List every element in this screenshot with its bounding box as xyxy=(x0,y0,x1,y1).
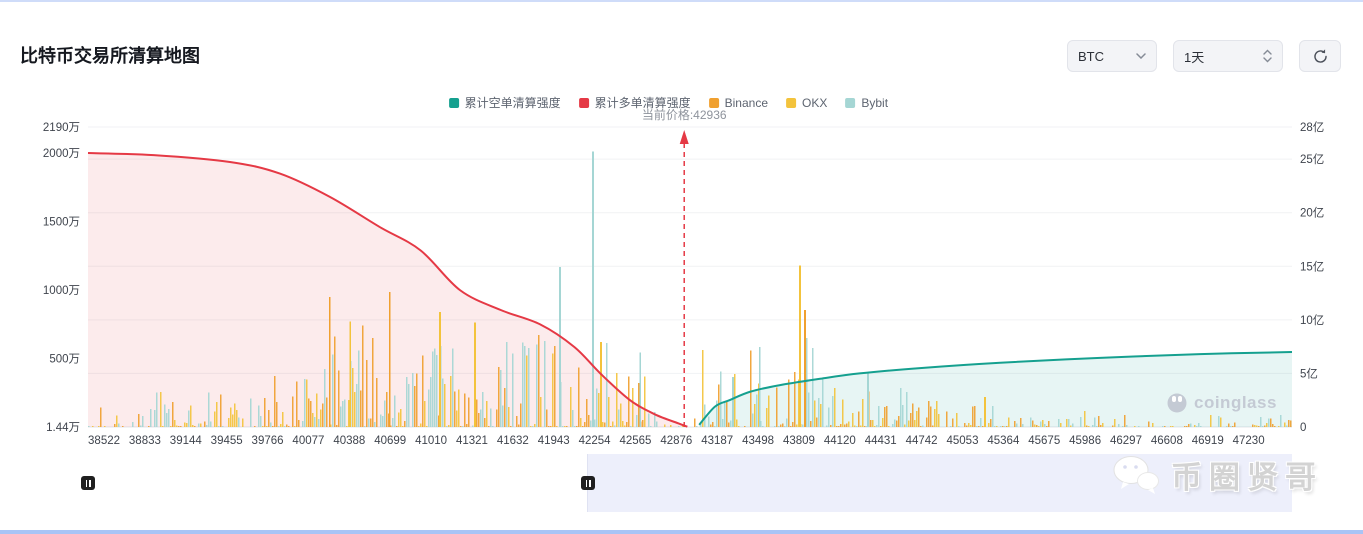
svg-text:0: 0 xyxy=(1300,422,1306,434)
legend-label: Bybit xyxy=(861,95,889,110)
svg-text:40388: 40388 xyxy=(333,435,365,447)
svg-text:2190万: 2190万 xyxy=(43,122,80,134)
symbol-select-value: BTC xyxy=(1078,48,1104,64)
svg-text:39766: 39766 xyxy=(252,435,284,447)
legend-item-2[interactable]: Binance xyxy=(708,95,769,110)
author-watermark-text: 币圈贤哥 xyxy=(1171,460,1323,495)
interval-select-value: 1天 xyxy=(1184,49,1205,65)
datazoom-slider[interactable] xyxy=(81,454,1292,512)
svg-text:1.44万: 1.44万 xyxy=(46,422,80,434)
svg-text:45364: 45364 xyxy=(987,435,1020,447)
left-axis-labels: 1.44万 500万 1000万 1500万 2000万 2190万 xyxy=(43,122,80,434)
svg-text:43498: 43498 xyxy=(742,435,774,447)
svg-text:44120: 44120 xyxy=(824,435,856,447)
stepper-icon xyxy=(1263,49,1272,63)
svg-text:41943: 41943 xyxy=(538,435,570,447)
svg-text:42876: 42876 xyxy=(660,435,692,447)
right-axis-labels: 0 5亿 10亿 15亿 20亿 25亿 28亿 xyxy=(1300,121,1324,434)
legend-swatch xyxy=(448,97,459,108)
svg-text:44742: 44742 xyxy=(906,435,938,447)
svg-text:44431: 44431 xyxy=(865,435,897,447)
author-watermark: 币圈贤哥 xyxy=(1111,452,1323,497)
svg-text:45053: 45053 xyxy=(946,435,978,447)
svg-text:42254: 42254 xyxy=(579,435,612,447)
wechat-icon xyxy=(1113,455,1159,494)
datazoom-selected-range[interactable] xyxy=(88,454,588,512)
svg-text:45986: 45986 xyxy=(1069,435,1101,447)
svg-text:2000万: 2000万 xyxy=(43,148,80,160)
svg-text:47230: 47230 xyxy=(1233,435,1265,447)
gridlines xyxy=(88,126,1292,428)
series-area-1 xyxy=(699,352,1292,427)
svg-text:5亿: 5亿 xyxy=(1300,367,1318,380)
page-title: 比特币交易所清算地图 xyxy=(20,46,200,66)
refresh-icon xyxy=(1313,48,1327,63)
svg-text:10亿: 10亿 xyxy=(1300,314,1324,327)
svg-text:28亿: 28亿 xyxy=(1300,121,1324,134)
svg-text:42565: 42565 xyxy=(619,435,651,447)
svg-text:39144: 39144 xyxy=(170,435,203,447)
coinglass-logo-icon xyxy=(1167,393,1187,413)
svg-text:39455: 39455 xyxy=(211,435,243,447)
legend-swatch xyxy=(845,97,856,108)
legend-item-0[interactable]: 累计空单清算强度 xyxy=(448,94,561,111)
refresh-button[interactable] xyxy=(1299,40,1341,72)
legend-swatch xyxy=(786,97,797,108)
svg-text:45675: 45675 xyxy=(1028,435,1060,447)
legend-item-4[interactable]: Bybit xyxy=(845,96,888,110)
svg-text:1000万: 1000万 xyxy=(43,285,80,297)
legend-swatch xyxy=(578,97,589,108)
datazoom-handle-right[interactable] xyxy=(581,476,595,490)
coinglass-watermark: coinglass xyxy=(1166,392,1277,414)
chart-legend: 累计空单清算强度 累计多单清算强度 Binance OKX Bybit xyxy=(448,94,888,111)
svg-text:46297: 46297 xyxy=(1110,435,1142,447)
svg-text:38522: 38522 xyxy=(88,435,120,447)
svg-text:20亿: 20亿 xyxy=(1300,207,1324,220)
svg-text:40077: 40077 xyxy=(292,435,324,447)
svg-text:46919: 46919 xyxy=(1192,435,1224,447)
datazoom-handle-left[interactable] xyxy=(81,476,95,490)
svg-text:25亿: 25亿 xyxy=(1300,153,1324,166)
legend-label: OKX xyxy=(802,95,828,110)
svg-text:43809: 43809 xyxy=(783,435,815,447)
current-price-arrow xyxy=(679,130,689,144)
legend-item-3[interactable]: OKX xyxy=(786,96,827,110)
svg-text:1500万: 1500万 xyxy=(43,217,80,229)
series-area-0 xyxy=(88,153,688,427)
svg-text:41321: 41321 xyxy=(456,435,488,447)
svg-text:43187: 43187 xyxy=(701,435,733,447)
interval-select[interactable]: 1天 xyxy=(1173,40,1283,72)
svg-text:41632: 41632 xyxy=(497,435,529,447)
symbol-select[interactable]: BTC xyxy=(1067,40,1157,72)
legend-label: 累计多单清算强度 xyxy=(594,96,691,110)
svg-text:46608: 46608 xyxy=(1151,435,1183,447)
svg-text:38833: 38833 xyxy=(129,435,161,447)
svg-text:500万: 500万 xyxy=(49,354,80,366)
chevron-down-icon xyxy=(1136,53,1146,59)
svg-text:40699: 40699 xyxy=(374,435,406,447)
svg-text:41010: 41010 xyxy=(415,435,447,447)
legend-item-1[interactable]: 累计多单清算强度 xyxy=(578,94,691,111)
coinglass-watermark-text: coinglass xyxy=(1194,393,1277,412)
svg-text:15亿: 15亿 xyxy=(1300,260,1324,273)
legend-label: 累计空单清算强度 xyxy=(464,96,561,110)
liquidation-bars xyxy=(88,151,1292,427)
x-axis-labels: 38522 38833 39144 39455 39766 40077 40388 40699… xyxy=(88,435,1265,447)
series-line-0 xyxy=(87,152,688,428)
toolbar: BTC 1天 xyxy=(1067,40,1341,72)
legend-swatch xyxy=(708,97,719,108)
legend-label: Binance xyxy=(724,95,769,110)
